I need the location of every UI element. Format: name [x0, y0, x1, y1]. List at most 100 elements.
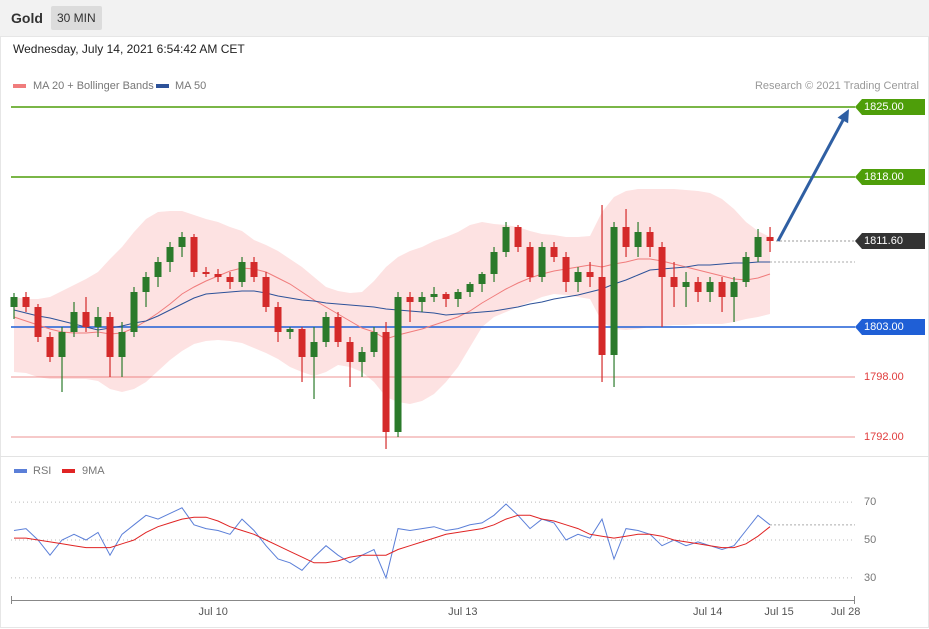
candle-body — [46, 337, 54, 357]
bollinger-band — [14, 189, 770, 404]
candle-body — [226, 277, 234, 282]
indicator-line — [14, 514, 771, 564]
candle-body — [358, 352, 366, 362]
candle-body — [250, 262, 258, 277]
level-tag — [855, 233, 925, 249]
candle-body — [442, 294, 450, 299]
level-label: 1825.00 — [864, 101, 904, 113]
candle-body — [118, 332, 126, 357]
legend-swatch — [13, 84, 26, 88]
candle-body — [418, 297, 426, 302]
candle-body — [526, 247, 534, 277]
credit: Research © 2021 Trading Central — [755, 80, 919, 92]
candle-body — [694, 282, 702, 292]
candle-body — [634, 232, 642, 247]
header-bar: Gold 30 MIN — [0, 0, 929, 36]
candle-body — [82, 312, 90, 327]
x-tick-label: Jul 14 — [693, 606, 722, 618]
candle-body — [502, 227, 510, 252]
level-label: 1803.00 — [864, 321, 904, 333]
candle-body — [94, 317, 102, 327]
candle-body — [382, 332, 390, 432]
legend-swatch — [156, 84, 169, 88]
level-label: 1798.00 — [864, 371, 904, 383]
level-label: 1811.60 — [864, 235, 903, 247]
candle-body — [130, 292, 138, 332]
x-tick-label: Jul 28 — [831, 606, 860, 618]
y-tick-label: 50 — [864, 534, 876, 546]
candle-body — [214, 274, 222, 277]
candle-body — [718, 282, 726, 297]
level-label: 1818.00 — [864, 171, 904, 183]
moving-average — [13, 258, 771, 340]
legend-label: MA 50 — [175, 80, 206, 92]
forecast-arrow — [776, 117, 846, 242]
candle-body — [478, 274, 486, 284]
x-tick-label: Jul 13 — [448, 606, 477, 618]
interval-button[interactable]: 30 MIN — [51, 6, 102, 30]
indicator-line — [13, 503, 771, 580]
candle-body — [490, 252, 498, 274]
candle-body — [154, 262, 162, 277]
level-tag — [855, 319, 925, 335]
candle-body — [574, 272, 582, 282]
candle-body — [370, 332, 378, 352]
candle-body — [598, 277, 606, 355]
x-tick-label: Jul 15 — [764, 606, 793, 618]
candle-body — [22, 297, 30, 307]
candle-body — [262, 277, 270, 307]
candle-body — [58, 332, 66, 357]
candle-body — [706, 282, 714, 292]
candle-body — [34, 307, 42, 337]
legend-label: MA 20 + Bollinger Bands — [33, 80, 154, 92]
candle-body — [298, 329, 306, 357]
candle-body — [166, 247, 174, 262]
candle-body — [550, 247, 558, 257]
candle-body — [514, 227, 522, 247]
candle-body — [466, 284, 474, 292]
candle-body — [70, 312, 78, 332]
x-tick-label: Jul 10 — [199, 606, 228, 618]
candle-body — [730, 282, 738, 297]
candle-body — [682, 282, 690, 287]
candle-body — [274, 307, 282, 332]
candle-body — [610, 227, 618, 355]
level-tag — [855, 169, 925, 185]
legend-label: RSI — [33, 465, 51, 477]
candle-body — [322, 317, 330, 342]
candle-body — [754, 237, 762, 257]
candle-body — [202, 272, 210, 274]
candle-body — [406, 297, 414, 302]
symbol: Gold — [11, 10, 43, 26]
candle-body — [646, 232, 654, 247]
candle-body — [334, 317, 342, 342]
level-tag — [855, 99, 925, 115]
candle-body — [106, 317, 114, 357]
legend-label: 9MA — [82, 465, 105, 477]
legend-swatch — [62, 469, 75, 473]
forecast-arrowhead — [837, 109, 849, 124]
candle-body — [238, 262, 246, 282]
candle-body — [142, 277, 150, 292]
candle-body — [430, 294, 438, 297]
candle-body — [658, 247, 666, 277]
y-tick-label: 70 — [864, 496, 876, 508]
candle-body — [742, 257, 750, 282]
candle-body — [562, 257, 570, 282]
candle-body — [394, 297, 402, 432]
candle-body — [286, 329, 294, 332]
candle-body — [454, 292, 462, 299]
timestamp: Wednesday, July 14, 2021 6:54:42 AM CET — [13, 42, 245, 56]
candle-body — [586, 272, 594, 277]
candle-body — [538, 247, 546, 277]
candle-body — [622, 227, 630, 247]
candle-body — [670, 277, 678, 287]
level-label: 1792.00 — [864, 431, 904, 443]
candle-body — [346, 342, 354, 362]
candle-body — [766, 237, 774, 241]
legend-swatch — [14, 469, 27, 473]
candle-body — [178, 237, 186, 247]
y-tick-label: 30 — [864, 572, 876, 584]
